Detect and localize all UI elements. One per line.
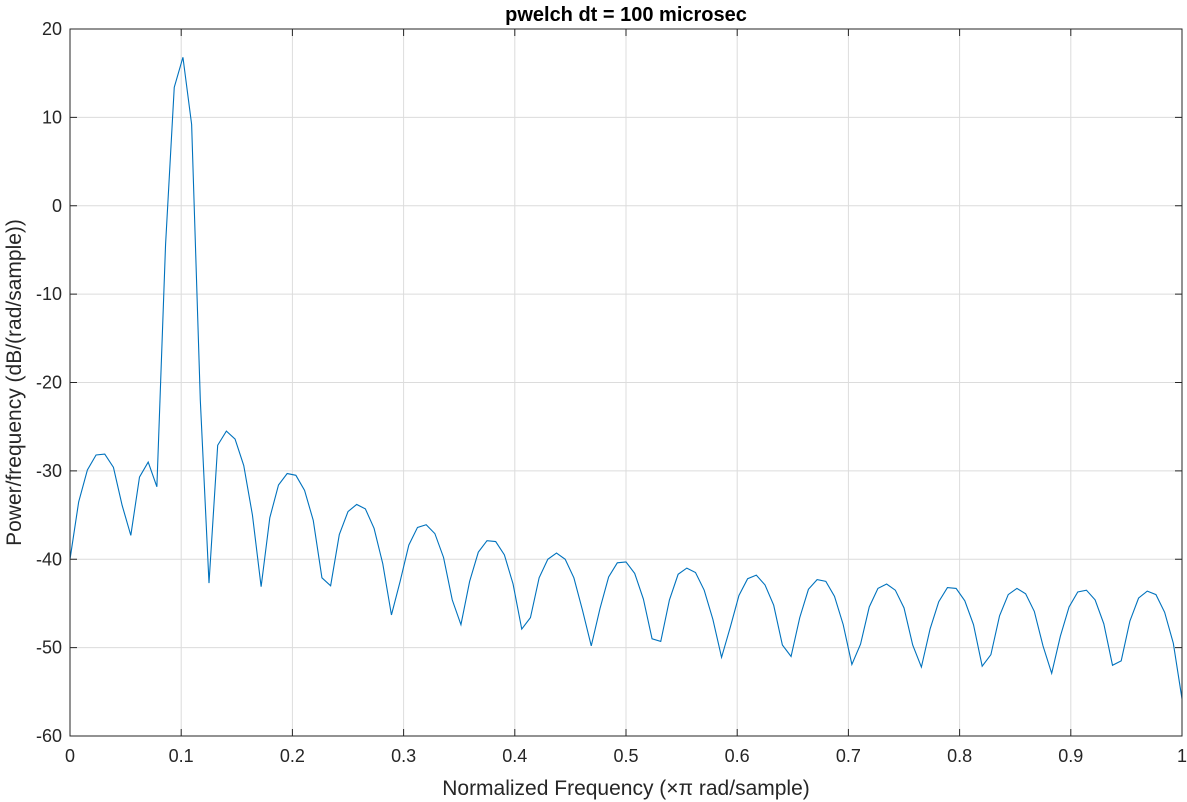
x-tick-label: 0.3 bbox=[391, 746, 416, 766]
x-tick-label: 0.9 bbox=[1058, 746, 1083, 766]
y-axis-title: Power/frequency (dB/(rad/sample)) bbox=[3, 219, 26, 546]
y-tick-label: -30 bbox=[36, 461, 62, 481]
x-tick-label: 0.8 bbox=[947, 746, 972, 766]
chart-title: pwelch dt = 100 microsec bbox=[505, 4, 747, 26]
y-tick-label: 10 bbox=[42, 107, 62, 127]
axis-ticks: 0 0.1 0.2 0.3 0.4 0.5 0.6 0.7 0.8 0.9 1 -60 -50 -40 -3… bbox=[36, 19, 1187, 766]
psd-series-line bbox=[69, 57, 1183, 699]
x-tick-label: 0.1 bbox=[169, 746, 194, 766]
x-tick-label: 0.7 bbox=[836, 746, 861, 766]
y-tick-label: -40 bbox=[36, 549, 62, 569]
x-tick-label: 1 bbox=[1177, 746, 1187, 766]
y-tick-label: -60 bbox=[36, 726, 62, 746]
y-tick-label: -20 bbox=[36, 373, 62, 393]
y-tick-label: -50 bbox=[36, 638, 62, 658]
x-tick-label: 0.4 bbox=[502, 746, 527, 766]
x-tick-label: 0.2 bbox=[280, 746, 305, 766]
y-tick-label: -10 bbox=[36, 284, 62, 304]
y-tick-label: 20 bbox=[42, 19, 62, 39]
y-tick-label: 0 bbox=[52, 196, 62, 216]
x-axis-title: Normalized Frequency (×π rad/sample) bbox=[442, 777, 810, 800]
x-tick-label: 0.5 bbox=[613, 746, 638, 766]
x-tick-label: 0 bbox=[65, 746, 75, 766]
x-tick-label: 0.6 bbox=[725, 746, 750, 766]
